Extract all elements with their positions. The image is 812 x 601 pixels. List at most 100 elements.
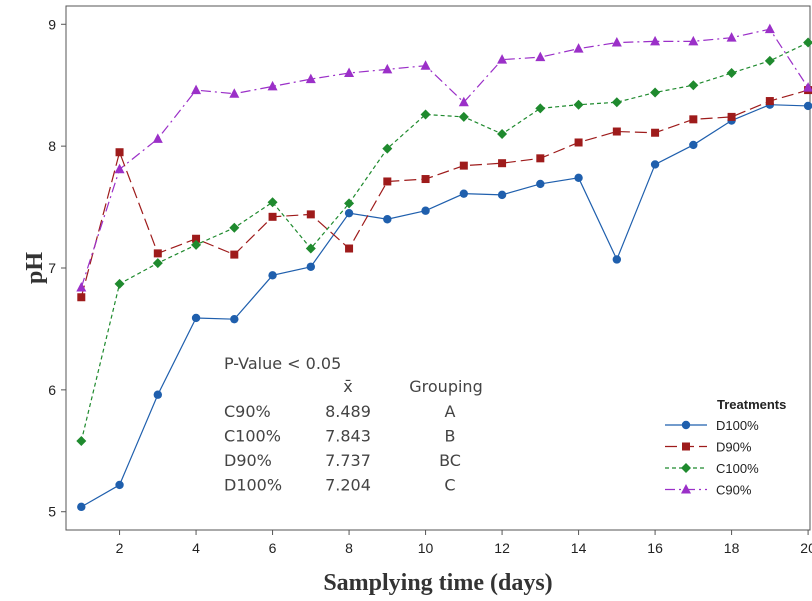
data-point-d90pct [574,138,583,147]
data-point-d100pct [344,208,354,218]
data-point-c90pct [382,63,393,74]
series-line-c100pct [80,42,809,442]
data-point-c100pct [803,37,812,48]
data-point-c100pct [344,198,355,209]
stats-annotation: P-Value < 0.05 x̄ Grouping C90% 8.489 A C10… [224,354,483,495]
y-tick-label: 9 [48,16,56,32]
x-tick-label: 16 [647,540,663,556]
data-point-c100pct [152,258,163,269]
data-point-d90pct [345,244,354,253]
annotation-header-mean: x̄ [343,377,352,396]
data-point-c100pct [420,109,431,120]
legend-marker [681,420,691,430]
data-point-d100pct [497,190,507,200]
data-point-d90pct [651,128,660,137]
data-point-d100pct [459,189,469,198]
data-point-c90pct [191,84,202,95]
series-line-d100pct [81,104,809,508]
data-point-d90pct [77,293,86,302]
data-point-d100pct [306,262,316,271]
data-point-d100pct [115,480,124,490]
x-tick-label: 20 [800,540,812,556]
legend-title: Treatments [717,397,786,412]
data-point-c90pct [458,96,469,107]
data-point-c100pct [573,99,584,110]
data-point-d100pct [650,160,660,169]
y-tick-label: 8 [48,138,56,154]
data-point-c100pct [764,55,775,66]
annotation-mean: 7.737 [325,451,371,470]
x-tick-label: 2 [116,540,124,556]
data-point-d90pct [612,127,621,136]
data-point-d100pct [803,101,812,111]
legend-label: C100% [716,461,759,476]
data-point-d100pct [574,173,583,183]
data-point-c90pct [152,133,163,143]
data-point-c100pct [726,68,737,79]
data-point-d90pct [192,234,201,243]
data-point-c100pct [76,436,87,447]
data-point-d90pct [383,177,392,186]
data-point-d100pct [191,313,201,323]
data-point-d90pct [498,159,507,168]
annotation-treatment: D100% [224,476,282,495]
data-point-c90pct [229,88,240,98]
legend-marker [681,484,691,494]
data-point-c100pct [650,87,661,98]
data-point-c90pct [688,35,699,46]
x-axis-title: Samplying time (days) [323,570,552,596]
legend-label: C90% [716,483,752,498]
data-point-c100pct [382,143,393,154]
data-point-d100pct [689,140,698,150]
legend: Treatments D100% D90% C100% C90% [665,397,786,498]
data-point-c100pct [229,222,240,233]
data-point-d90pct [689,115,698,124]
x-tick-label: 18 [724,540,740,556]
annotation-title: P-Value < 0.05 [224,354,341,373]
x-tick-label: 6 [269,540,277,556]
series-line-d90pct [80,89,809,298]
data-point-d90pct [421,175,430,184]
data-point-c100pct [114,278,125,289]
data-point-c100pct [611,97,622,108]
data-point-c100pct [305,243,316,254]
data-point-d100pct [612,255,622,264]
data-point-c90pct [803,82,812,92]
annotation-treatment: C100% [224,427,281,446]
data-point-d100pct [536,179,545,189]
data-point-d100pct [268,271,277,280]
y-axis-title: pH [22,252,48,284]
series-c90pct [76,23,812,292]
series-layer [76,23,812,512]
series-d90pct [77,86,812,302]
x-tick-label: 4 [192,540,200,556]
annotation-treatment: D90% [224,451,272,470]
data-point-d100pct [153,390,163,399]
data-point-c90pct [114,163,125,174]
annotation-mean: 7.843 [325,427,371,446]
x-tick-label: 12 [494,540,510,556]
plot-frame [65,5,811,531]
data-point-d90pct [268,212,277,221]
legend-marker [682,442,690,451]
series-d100pct [77,100,812,512]
data-point-d100pct [421,206,430,215]
data-point-c100pct [688,80,699,91]
data-point-d100pct [383,215,392,224]
legend-items: D100% D90% C100% C90% [665,418,759,498]
y-tick-label: 7 [48,260,56,276]
data-point-d100pct [77,502,86,512]
data-point-c100pct [458,111,469,122]
legend-label: D100% [716,418,759,433]
y-tick-label: 5 [48,504,56,520]
annotation-rows: C90% 8.489 A C100% 7.843 B D90% 7.737 BC D100% 7.2… [224,402,461,495]
data-point-c90pct [497,54,508,64]
data-point-d100pct [230,314,239,324]
annotation-treatment: C90% [224,402,271,421]
data-point-c90pct [573,43,584,53]
x-tick-label: 10 [418,540,434,556]
data-point-c90pct [344,67,355,78]
y-tick-label: 6 [48,382,56,398]
data-point-d90pct [459,161,468,170]
